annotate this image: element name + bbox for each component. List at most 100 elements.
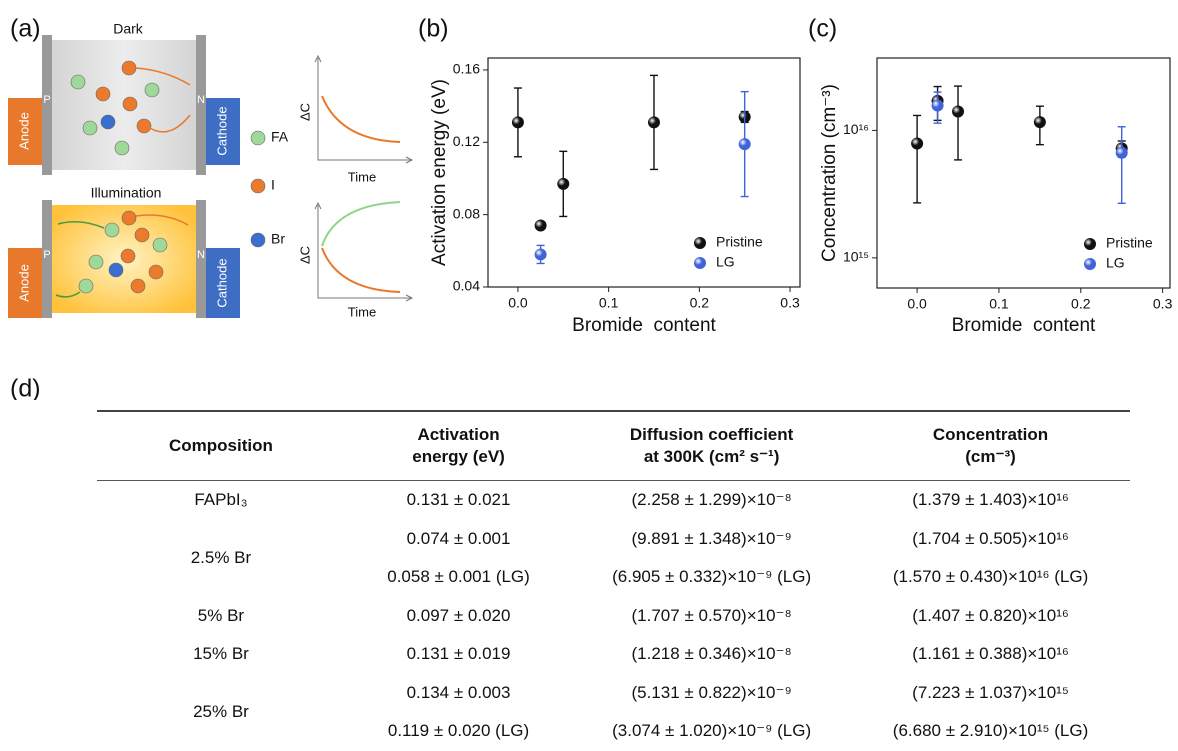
panel-label: (b) bbox=[418, 15, 449, 43]
composition-cell: 5% Br bbox=[197, 605, 245, 625]
mini-ylabel: ΔC bbox=[297, 103, 312, 121]
legend-label: Pristine bbox=[716, 234, 763, 250]
table-head: Composition Activation energy (eV) Diffusio… bbox=[97, 411, 1130, 481]
header-cell: Concentration (cm⁻³) bbox=[851, 411, 1130, 481]
plot-frame bbox=[487, 57, 801, 288]
panel-label: (c) bbox=[808, 15, 837, 43]
y-tick-label: 0.08 bbox=[453, 205, 480, 221]
value-cell: 0.134 ± 0.003 bbox=[406, 682, 511, 702]
header-row: Composition Activation energy (eV) Diffusio… bbox=[97, 411, 1130, 481]
data-point bbox=[931, 99, 944, 112]
data-point bbox=[952, 105, 965, 118]
table-row: 0.058 ± 0.001 (LG) (6.905 ± 0.332)×10⁻⁹ (… bbox=[97, 558, 1130, 597]
data-point bbox=[738, 138, 751, 151]
error-bar bbox=[954, 85, 963, 161]
value-cell: (2.258 ± 1.299)×10⁻⁸ bbox=[631, 490, 792, 510]
legend-marker bbox=[694, 257, 706, 269]
value-cell: (7.223 ± 1.037)×10¹⁵ bbox=[912, 682, 1069, 702]
cathode-label: Cathode bbox=[214, 106, 229, 155]
table-body: FAPbI₃ 0.131 ± 0.021 (2.258 ± 1.299)×10⁻⁸ (… bbox=[97, 481, 1130, 751]
value-cell: (9.891 ± 1.348)×10⁻⁹ bbox=[631, 528, 792, 548]
header-text: Concentration bbox=[932, 425, 1049, 444]
y-tick-label: 10¹⁶ bbox=[843, 121, 869, 137]
value-cell: (1.218 ± 0.346)×10⁻⁸ bbox=[631, 644, 792, 664]
value-cell: 0.058 ± 0.001 (LG) bbox=[387, 567, 530, 587]
value-cell: 0.074 ± 0.001 bbox=[406, 528, 511, 548]
composition-cell: FAPbI₃ bbox=[194, 490, 248, 510]
value-cell: (6.905 ± 0.332)×10⁻⁹ (LG) bbox=[612, 567, 812, 587]
x-tick-label: 0.1 bbox=[989, 296, 1009, 312]
value-cell: (1.379 ± 1.403)×10¹⁶ bbox=[912, 490, 1069, 510]
table-row: 5% Br 0.097 ± 0.020 (1.707 ± 0.570)×10⁻⁸ (1… bbox=[97, 597, 1130, 636]
data-point bbox=[534, 219, 547, 232]
table-row: FAPbI₃ 0.131 ± 0.021 (2.258 ± 1.299)×10⁻⁸ (… bbox=[97, 481, 1130, 520]
value-cell: (1.161 ± 0.388)×10¹⁶ bbox=[912, 644, 1069, 664]
legend-label: LG bbox=[1106, 255, 1125, 271]
anode-label: Anode bbox=[16, 264, 31, 302]
legend-label: LG bbox=[716, 254, 735, 270]
y-axis-label: Activation energy (eV) bbox=[429, 79, 450, 266]
header-text: energy (eV) bbox=[412, 447, 505, 466]
header-cell: Activation energy (eV) bbox=[344, 411, 573, 481]
mini-xlabel: Time bbox=[348, 169, 376, 184]
header-text: Activation bbox=[417, 425, 500, 444]
error-bar bbox=[913, 114, 922, 204]
mini-ylabel: ΔC bbox=[297, 246, 312, 264]
decay-curve bbox=[321, 247, 401, 293]
value-cell: (1.570 ± 0.430)×10¹⁶ (LG) bbox=[892, 567, 1089, 587]
x-tick-label: 0.2 bbox=[1071, 296, 1091, 312]
cathode-label: Cathode bbox=[214, 258, 229, 307]
y-tick-label: 0.16 bbox=[453, 61, 480, 77]
value-cell: (5.131 ± 0.822)×10⁻⁹ bbox=[631, 682, 792, 702]
anode-label: Anode bbox=[16, 112, 31, 150]
dark-title: Dark bbox=[113, 21, 144, 37]
header-cell: Composition bbox=[97, 411, 345, 481]
x-tick-label: 0.2 bbox=[690, 295, 710, 311]
data-point bbox=[557, 177, 570, 190]
data-point bbox=[511, 116, 524, 129]
value-cell: (1.407 ± 0.820)×10¹⁶ bbox=[912, 605, 1069, 625]
table-row: 25% Br 0.134 ± 0.003 (5.131 ± 0.822)×10⁻⁹ (… bbox=[97, 674, 1130, 721]
table-row: 2.5% Br 0.074 ± 0.001 (9.891 ± 1.348)×10⁻⁹… bbox=[97, 520, 1130, 567]
p-label: P bbox=[43, 249, 50, 261]
x-tick-label: 0.1 bbox=[599, 295, 619, 311]
value-cell: 0.131 ± 0.021 bbox=[406, 490, 511, 510]
value-cell: 0.119 ± 0.020 (LG) bbox=[387, 721, 530, 741]
legend-marker bbox=[694, 237, 706, 249]
plot-frame bbox=[876, 57, 1171, 289]
legend-label: Br bbox=[271, 231, 285, 247]
legend-marker bbox=[1084, 238, 1096, 250]
legend-label: FA bbox=[271, 129, 289, 145]
value-cell: (1.707 ± 0.570)×10⁻⁸ bbox=[631, 605, 792, 625]
composition-cell: 15% Br bbox=[193, 644, 249, 664]
value-cell: (1.704 ± 0.505)×10¹⁶ bbox=[912, 528, 1069, 548]
data-point bbox=[1033, 116, 1046, 129]
value-cell: 0.097 ± 0.020 bbox=[406, 605, 511, 625]
ion-legend: FA I Br bbox=[250, 129, 289, 248]
legend-marker bbox=[1084, 258, 1096, 270]
x-tick-label: 0.0 bbox=[508, 295, 528, 311]
data-point bbox=[911, 137, 924, 150]
header-text: (cm⁻³) bbox=[965, 447, 1016, 466]
panel-label: (d) bbox=[10, 375, 41, 400]
value-cell: (6.680 ± 2.910)×10¹⁵ (LG) bbox=[892, 721, 1089, 741]
dark-device: P N Anode Cathode Dark bbox=[8, 21, 240, 175]
header-text: at 300K (cm² s⁻¹) bbox=[643, 447, 780, 466]
x-tick-label: 0.3 bbox=[780, 295, 800, 311]
header-text: Diffusion coefficient bbox=[629, 425, 794, 444]
p-label: P bbox=[43, 94, 50, 106]
legend-label: I bbox=[271, 177, 275, 193]
mini-xlabel: Time bbox=[348, 304, 376, 319]
x-tick-label: 0.0 bbox=[907, 296, 927, 312]
data-point bbox=[647, 116, 660, 129]
panel-label: (a) bbox=[10, 15, 41, 43]
error-bar bbox=[1117, 126, 1126, 204]
illuminated-device: P N Anode Cathode Illumination bbox=[8, 185, 240, 318]
figure: (a) (b) (c) (d) P N Anode Cathode Dark P… bbox=[8, 15, 1173, 400]
header-cell: Diffusion coefficient at 300K (cm² s⁻¹) bbox=[572, 411, 852, 481]
x-tick-label: 0.3 bbox=[1153, 296, 1173, 312]
table-row: 15% Br 0.131 ± 0.019 (1.218 ± 0.346)×10⁻⁸ (… bbox=[97, 635, 1130, 674]
x-axis-label: Bromide content bbox=[572, 315, 716, 336]
data-table: Composition Activation energy (eV) Diffusio… bbox=[97, 410, 1130, 751]
